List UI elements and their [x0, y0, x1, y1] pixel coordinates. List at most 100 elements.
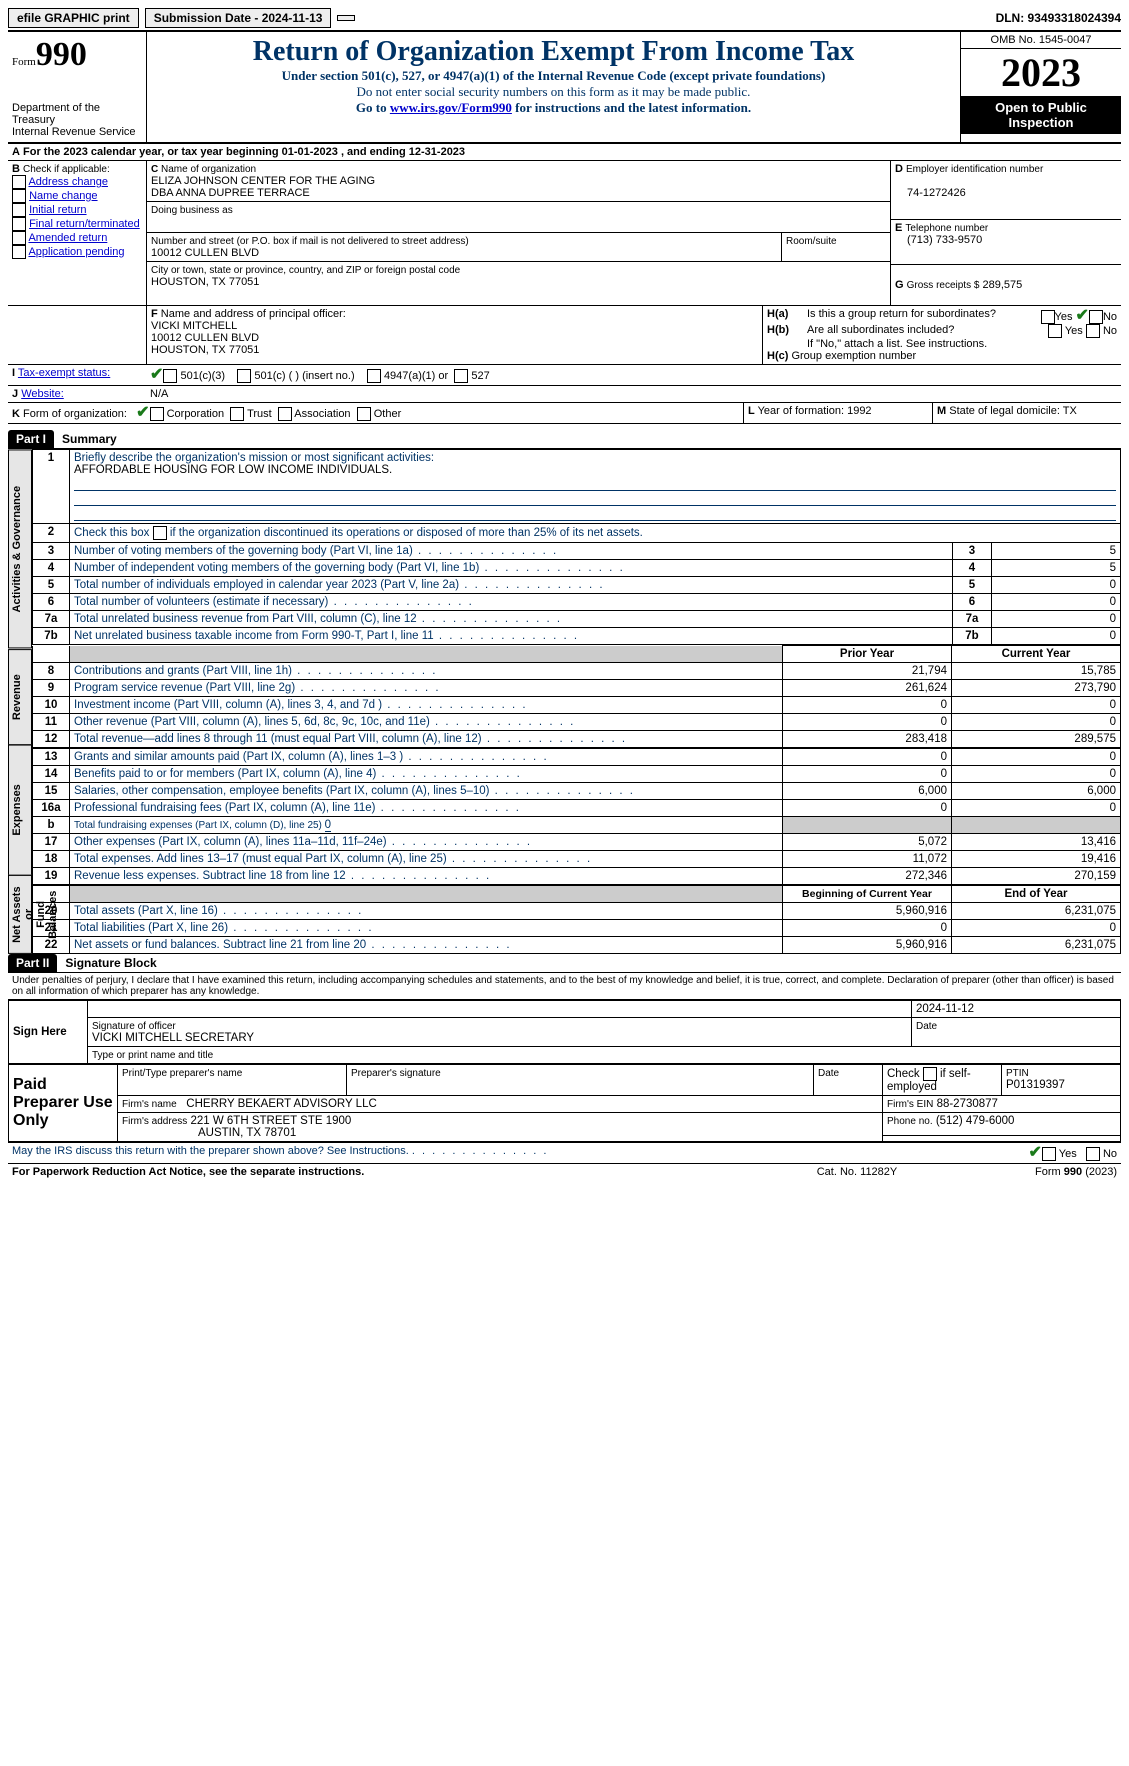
officer-street: 10012 CULLEN BLVD: [151, 332, 259, 344]
sig-officer-name: VICKI MITCHELL SECRETARY: [92, 1032, 254, 1044]
irs-link[interactable]: www.irs.gov/Form990: [390, 100, 512, 115]
self-employed-checkbox[interactable]: [923, 1067, 937, 1081]
top-bar: efile GRAPHIC print Submission Date - 20…: [8, 8, 1121, 32]
side-revenue: Revenue: [8, 649, 32, 745]
rev-row-8: 8 Contributions and grants (Part VIII, l…: [33, 663, 1121, 680]
l16b-label: Total fundraising expenses (Part IX, col…: [74, 820, 325, 831]
dba-label: Doing business as: [151, 205, 233, 216]
ptin: P01319397: [1006, 1079, 1065, 1091]
tax-exempt-link[interactable]: Tax-exempt status:: [18, 367, 110, 379]
submission-date-button[interactable]: Submission Date - 2024-11-13: [145, 8, 332, 28]
exp-row-15: 15 Salaries, other compensation, employe…: [33, 783, 1121, 800]
ha-yes-checkbox[interactable]: [1041, 310, 1055, 324]
street-label: Number and street (or P.O. box if mail i…: [151, 236, 469, 247]
efile-button[interactable]: efile GRAPHIC print: [8, 8, 139, 28]
checkbox-name-change[interactable]: [12, 189, 26, 203]
gov-row-3: 3 Number of voting members of the govern…: [33, 543, 1121, 560]
discuss-yes-checkbox[interactable]: [1042, 1147, 1056, 1161]
i-501c3-checkbox[interactable]: [163, 369, 177, 383]
city-state-zip: HOUSTON, TX 77051: [151, 276, 259, 288]
prep-date-label: Date: [818, 1068, 839, 1079]
checkbox-address-change[interactable]: [12, 175, 26, 189]
perjury-text: Under penalties of perjury, I declare th…: [8, 972, 1121, 1000]
k-assoc-checkbox[interactable]: [278, 407, 292, 421]
rev-row-10: 10 Investment income (Part VIII, column …: [33, 697, 1121, 714]
i-501c-checkbox[interactable]: [237, 369, 251, 383]
opt-app-pending[interactable]: Application pending: [28, 246, 124, 258]
expenses-table: 13 Grants and similar amounts paid (Part…: [32, 748, 1121, 885]
part1-header-row: Part I Summary: [8, 430, 1121, 448]
ha-no-checkbox[interactable]: [1089, 310, 1103, 324]
revenue-table: Prior Year Current Year 8 Contributions …: [32, 645, 1121, 748]
exp-row-16a: 16a Professional fundraising fees (Part …: [33, 800, 1121, 817]
section-deg: D Employer identification number 74-1272…: [891, 161, 1121, 305]
checkbox-final-return[interactable]: [12, 217, 26, 231]
date-label: Date: [916, 1021, 937, 1032]
k-other-checkbox[interactable]: [357, 407, 371, 421]
check-icon: ✔: [136, 404, 149, 421]
room-label: Room/suite: [786, 236, 837, 247]
opt-final-return[interactable]: Final return/terminated: [29, 218, 140, 230]
k-corp-checkbox[interactable]: [150, 407, 164, 421]
ha-label: Is this a group return for subordinates?: [807, 308, 996, 320]
discuss-no-checkbox[interactable]: [1086, 1147, 1100, 1161]
hb-note: If "No," attach a list. See instructions…: [767, 338, 1117, 350]
part2-title: Signature Block: [57, 954, 164, 972]
check-icon: ✔: [1028, 1144, 1041, 1161]
preparer-table: Paid Preparer Use Only Print/Type prepar…: [8, 1064, 1121, 1142]
org-name-1: ELIZA JOHNSON CENTER FOR THE AGING: [151, 175, 375, 187]
prep-sig-label: Preparer's signature: [351, 1068, 441, 1079]
part1-title: Summary: [54, 430, 125, 448]
paperwork-notice: For Paperwork Reduction Act Notice, see …: [12, 1166, 757, 1178]
footer-form: Form 990 (2023): [957, 1166, 1117, 1178]
checkbox-initial-return[interactable]: [12, 203, 26, 217]
cat-no: Cat. No. 11282Y: [757, 1166, 957, 1178]
officer-city: HOUSTON, TX 77051: [151, 344, 259, 356]
hc-label: Group exemption number: [791, 350, 916, 362]
l16b-value: 0: [325, 819, 331, 832]
k-trust-checkbox[interactable]: [230, 407, 244, 421]
check-icon: ✔: [150, 366, 163, 383]
opt-name-change[interactable]: Name change: [29, 190, 98, 202]
form-header: Form990 Department of the Treasury Inter…: [8, 32, 1121, 144]
header-note-ssn: Do not enter social security numbers on …: [155, 84, 952, 100]
hb-yes-checkbox[interactable]: [1048, 324, 1062, 338]
boy-hdr: Beginning of Current Year: [783, 886, 952, 903]
part2-badge: Part II: [8, 954, 57, 972]
checkbox-app-pending[interactable]: [12, 245, 26, 259]
discuss-text: May the IRS discuss this return with the…: [12, 1145, 977, 1161]
form-subtitle: Under section 501(c), 527, or 4947(a)(1)…: [155, 68, 952, 84]
page-footer: For Paperwork Reduction Act Notice, see …: [8, 1164, 1121, 1180]
line-klm: K Form of organization: ✔ Corporation Tr…: [8, 403, 1121, 424]
gov-row-4: 4 Number of independent voting members o…: [33, 560, 1121, 577]
opt-initial-return[interactable]: Initial return: [29, 204, 86, 216]
gov-row-5: 5 Total number of individuals employed i…: [33, 577, 1121, 594]
opt-amended-return[interactable]: Amended return: [28, 232, 107, 244]
eoy-hdr: End of Year: [952, 886, 1121, 903]
city-label: City or town, state or province, country…: [151, 265, 460, 276]
l2-text: Check this box if the organization disco…: [74, 527, 643, 539]
year-formation: 1992: [847, 405, 871, 417]
gov-row-6: 6 Total number of volunteers (estimate i…: [33, 594, 1121, 611]
part1-badge: Part I: [8, 430, 54, 448]
officer-name: VICKI MITCHELL: [151, 320, 237, 332]
i-4947-checkbox[interactable]: [367, 369, 381, 383]
opt-address-change[interactable]: Address change: [28, 176, 108, 188]
legal-domicile: TX: [1063, 405, 1077, 417]
line-j: J Website: N/A: [8, 386, 1121, 403]
rev-row-12: 12 Total revenue—add lines 8 through 11 …: [33, 731, 1121, 748]
treasury-dept: Department of the Treasury Internal Reve…: [12, 102, 142, 138]
checkbox-amended-return[interactable]: [12, 231, 26, 245]
prior-year-hdr: Prior Year: [783, 646, 952, 663]
hb-no-checkbox[interactable]: [1086, 324, 1100, 338]
open-to-public: Open to Public Inspection: [961, 96, 1121, 134]
net-row-21: 21 Total liabilities (Part X, line 26) 0…: [33, 920, 1121, 937]
header-note-link: Go to www.irs.gov/Form990 for instructio…: [155, 100, 952, 116]
l2-checkbox[interactable]: [153, 526, 167, 540]
form-number: Form990: [12, 36, 142, 74]
i-527-checkbox[interactable]: [454, 369, 468, 383]
website-link[interactable]: Website:: [21, 388, 64, 400]
rev-row-11: 11 Other revenue (Part VIII, column (A),…: [33, 714, 1121, 731]
identity-block: B Check if applicable: Address change Na…: [8, 161, 1121, 306]
governance-table: 1 Briefly describe the organization's mi…: [32, 449, 1121, 645]
